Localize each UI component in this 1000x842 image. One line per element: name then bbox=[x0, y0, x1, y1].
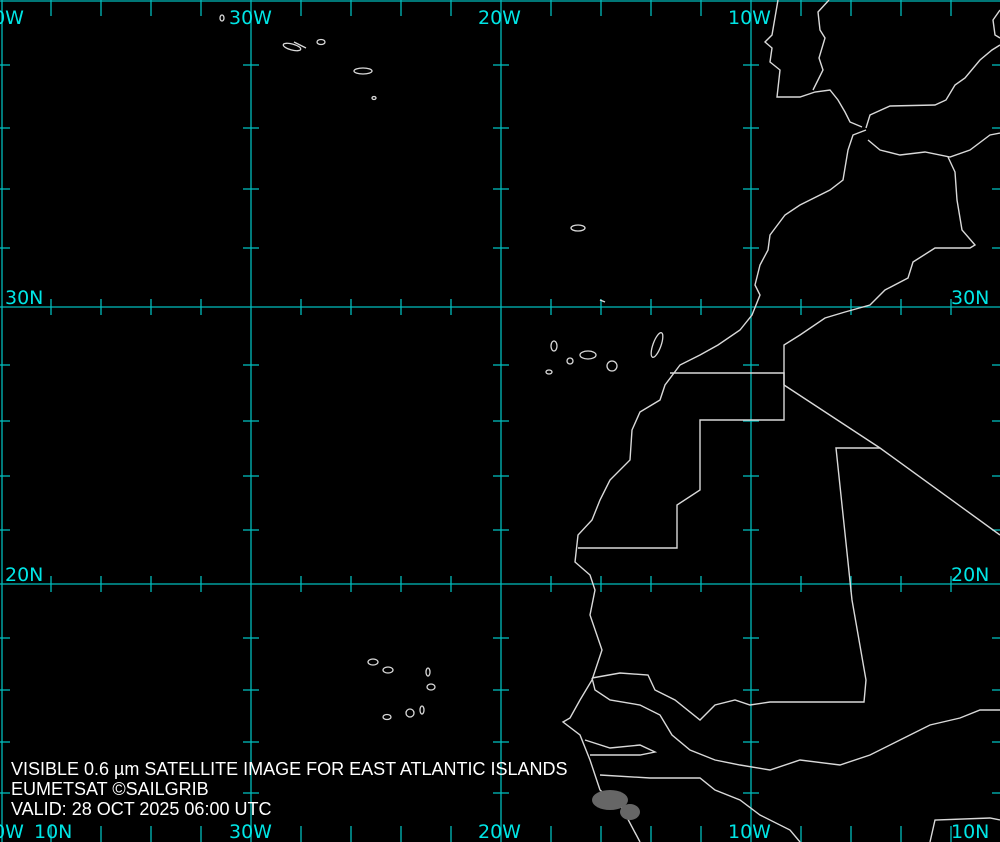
island-capeverde bbox=[405, 708, 415, 718]
morocco-algeria-border bbox=[783, 156, 977, 385]
right-label-30n: 30N bbox=[951, 287, 990, 309]
island bbox=[293, 41, 307, 49]
iberia-coast bbox=[763, 0, 863, 128]
island bbox=[282, 42, 302, 52]
algeria-mauritania-border bbox=[783, 384, 1000, 536]
right-label-10n: 10N bbox=[951, 821, 990, 842]
bottom-label-30w: 30W bbox=[229, 821, 272, 842]
island bbox=[219, 14, 225, 22]
island-madeira bbox=[570, 224, 586, 232]
coastlines bbox=[561, 0, 1000, 842]
canary-gc bbox=[599, 299, 606, 303]
bissagos-islands bbox=[592, 790, 640, 820]
left-label-30n: 30N bbox=[5, 287, 44, 309]
island bbox=[371, 95, 377, 101]
island-capeverde bbox=[382, 713, 392, 721]
top-label-40w: 40W bbox=[0, 7, 24, 29]
guinea-border bbox=[599, 774, 801, 842]
island-canary bbox=[545, 369, 553, 375]
island-canary bbox=[579, 350, 597, 360]
caption-credit: EUMETSAT ©SAILGRIB bbox=[11, 779, 209, 799]
island-capeverde bbox=[367, 658, 379, 666]
left-label-20n: 20N bbox=[5, 564, 44, 586]
top-label-10w: 10W bbox=[728, 7, 771, 29]
spain-east-coast bbox=[992, 9, 1000, 39]
morocco-coast bbox=[561, 129, 867, 842]
spain-portugal-border bbox=[812, 0, 830, 91]
island-capeverde bbox=[426, 683, 436, 691]
island bbox=[353, 67, 373, 75]
left-label-10n: 10N bbox=[34, 821, 73, 842]
caption-title: VISIBLE 0.6 µm SATELLITE IMAGE FOR EAST … bbox=[11, 759, 568, 779]
senegal-border bbox=[591, 677, 1000, 771]
caption-valid-time: VALID: 28 OCT 2025 06:00 UTC bbox=[11, 799, 272, 819]
island-canary bbox=[650, 332, 664, 358]
island-capeverde bbox=[382, 666, 394, 674]
spain-south-coast bbox=[865, 44, 1000, 129]
islands bbox=[219, 14, 664, 721]
right-label-20n: 20N bbox=[951, 564, 990, 586]
western-sahara-border bbox=[578, 372, 785, 549]
sw-border bbox=[929, 817, 1000, 842]
bottom-label-20w: 20W bbox=[478, 821, 521, 842]
island-capeverde bbox=[425, 667, 431, 677]
island bbox=[316, 38, 326, 46]
island-capeverde bbox=[419, 705, 425, 715]
island-canary bbox=[550, 340, 558, 352]
island-canary bbox=[566, 357, 574, 365]
bottom-label-10w: 10W bbox=[728, 821, 771, 842]
bottom-label-40w: 40W bbox=[0, 821, 24, 842]
gambia bbox=[584, 739, 658, 756]
mali-mauritania-border bbox=[591, 447, 880, 721]
top-label-30w: 30W bbox=[229, 7, 272, 29]
algeria-coast bbox=[867, 132, 1000, 158]
top-label-20w: 20W bbox=[478, 7, 521, 29]
island-canary bbox=[606, 360, 618, 372]
